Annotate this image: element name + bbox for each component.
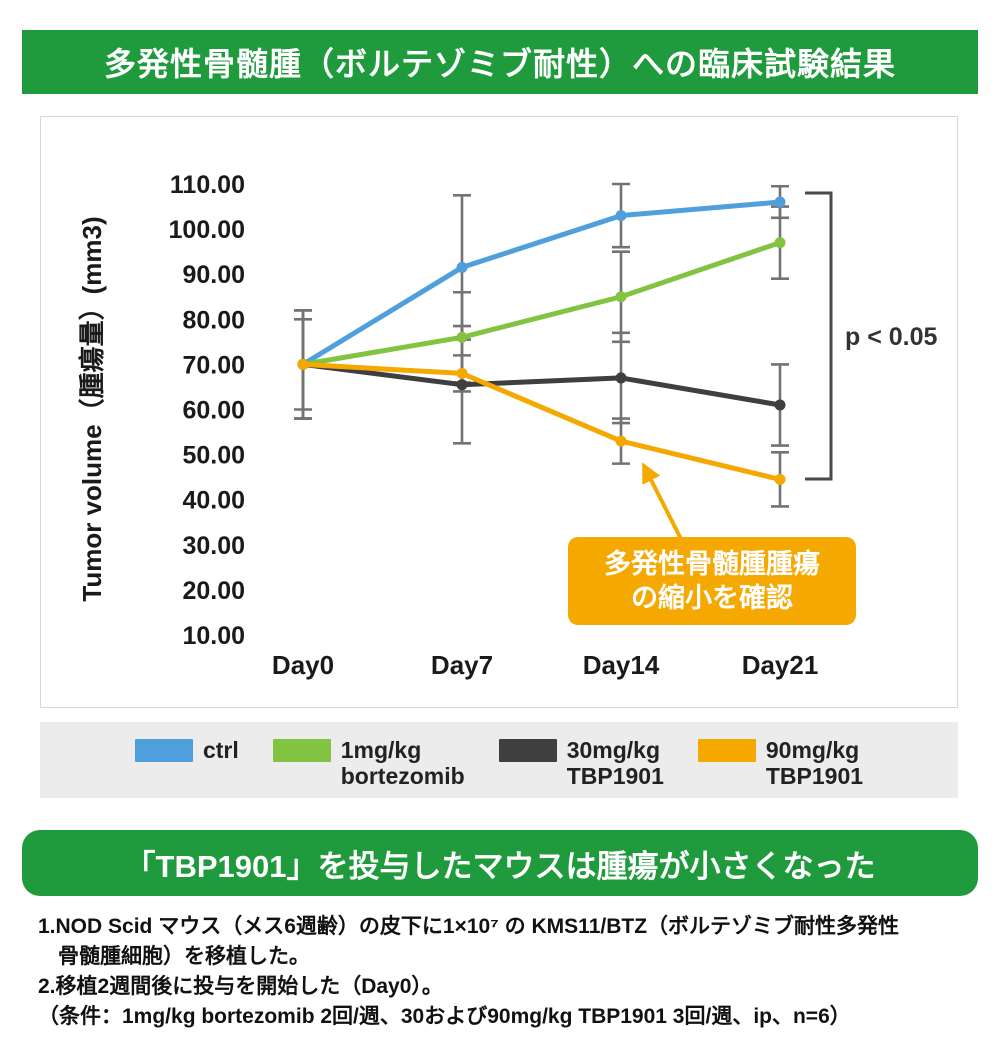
y-tick-label: 40.00 xyxy=(182,487,245,515)
footnote-line-3: （条件：1mg/kg bortezomib 2回/週、30および90mg/kg … xyxy=(38,1005,851,1028)
data-point xyxy=(615,435,627,447)
y-tick-label: 20.00 xyxy=(182,577,245,605)
title-banner: 多発性骨髄腫（ボルテゾミブ耐性）への臨床試験結果 xyxy=(22,30,978,94)
significance-label: p < 0.05 xyxy=(845,323,938,351)
x-tick-label: Day7 xyxy=(431,650,493,680)
data-point xyxy=(456,367,468,379)
y-tick-label: 70.00 xyxy=(182,351,245,379)
annotation-box xyxy=(568,537,856,625)
legend-swatch xyxy=(697,739,756,762)
data-point xyxy=(456,331,468,343)
data-point xyxy=(456,261,468,273)
data-point xyxy=(615,291,627,303)
legend-swatch xyxy=(134,739,193,762)
legend-item: 30mg/kg TBP1901 xyxy=(498,737,664,789)
footnote-line-2: 2.移植2週間後に投与を開始した（Day0）。 xyxy=(38,975,443,998)
data-point xyxy=(615,372,627,384)
series-line-90mg/kg-TBP1901 xyxy=(300,361,783,482)
tumor-volume-chart: 110.00 100.00 90.00 80.00 70.00 60.00 50.00 40.… xyxy=(77,171,938,680)
legend-item: ctrl xyxy=(134,737,239,763)
significance-bracket xyxy=(805,191,833,481)
page-title: 多発性骨髄腫（ボルテゾミブ耐性）への臨床試験結果 xyxy=(103,46,896,82)
chart-legend: ctrl 1mg/kg bortezomib 30mg/kg TBP1901 90mg/k… xyxy=(40,722,958,798)
y-tick-label: 60.00 xyxy=(182,397,245,425)
x-tick-label: Day0 xyxy=(272,650,334,680)
legend-swatch xyxy=(498,739,557,762)
legend-swatch xyxy=(272,739,331,762)
y-tick-label: 80.00 xyxy=(182,306,245,334)
annotation-arrow xyxy=(642,462,684,542)
legend-item: 90mg/kg TBP1901 xyxy=(697,737,864,789)
y-tick-label: 10.00 xyxy=(182,622,245,650)
series-line-30mg/kg-TBP1901 xyxy=(300,361,783,408)
x-tick-label: Day14 xyxy=(583,650,660,680)
footnote-line-1-cont: 骨髄腫細胞）を移植した。 xyxy=(58,945,310,968)
y-axis-title: Tumor volume（腫瘍量）(mm3) xyxy=(77,216,107,601)
legend-label: ctrl xyxy=(202,737,239,763)
annotation-text: の縮小を確認 xyxy=(631,582,793,613)
y-tick-label: 90.00 xyxy=(182,261,245,289)
data-point xyxy=(297,358,309,370)
data-point xyxy=(456,379,468,391)
y-tick-label: 50.00 xyxy=(182,442,245,470)
series-line-ctrl xyxy=(300,199,783,367)
footnote-line-1: 1.NOD Scid マウス（メス6週齢）の皮下に1×10⁷ の KMS11/B… xyxy=(38,915,900,938)
legend-item: 1mg/kg bortezomib xyxy=(272,737,465,789)
legend-label: 90mg/kg TBP1901 xyxy=(765,737,864,789)
conclusion-text: 「TBP1901」を投与したマウスは腫瘍が小さくなった xyxy=(124,848,876,884)
chart-panel: 110.00 100.00 90.00 80.00 70.00 60.00 50.00 40.… xyxy=(40,116,958,708)
legend-label: 1mg/kg bortezomib xyxy=(340,737,465,789)
data-point xyxy=(774,237,786,249)
annotation-text: 多発性骨髄腫腫瘍 xyxy=(604,548,820,579)
y-tick-label: 100.00 xyxy=(169,216,245,244)
y-tick-label: 110.00 xyxy=(170,171,245,199)
data-point xyxy=(774,473,786,485)
y-tick-label: 30.00 xyxy=(182,532,245,560)
footnotes: 1.NOD Scid マウス（メス6週齢）の皮下に1×10⁷ の KMS11/B… xyxy=(38,912,972,1032)
x-tick-label: Day21 xyxy=(742,650,819,680)
data-point xyxy=(774,399,786,411)
series-line-1mg/kg-bortezomib xyxy=(300,240,783,367)
data-point xyxy=(615,210,627,222)
conclusion-banner: 「TBP1901」を投与したマウスは腫瘍が小さくなった xyxy=(22,830,978,896)
data-point xyxy=(774,196,786,208)
legend-label: 30mg/kg TBP1901 xyxy=(566,737,664,789)
